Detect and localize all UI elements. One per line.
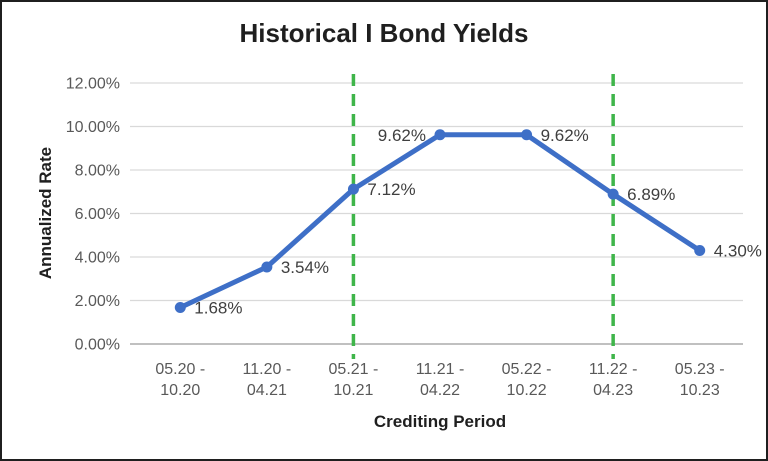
- yield-line-series: [177, 132, 703, 310]
- data-point-marker: [261, 261, 273, 273]
- y-tick-label: 10.00%: [66, 119, 120, 136]
- data-point-label: 7.12%: [367, 180, 415, 199]
- x-tick-label: 05.22 -10.22: [502, 361, 552, 399]
- x-axis-title: Crediting Period: [373, 412, 507, 431]
- data-point-label: 4.30%: [714, 241, 762, 260]
- chart-title: Historical I Bond Yields: [239, 18, 529, 48]
- data-point-marker: [174, 301, 186, 313]
- data-point-marker: [434, 129, 446, 141]
- x-tick-label: 11.20 -04.21: [243, 361, 292, 399]
- data-point-marker: [347, 183, 359, 195]
- y-tick-label: 8.00%: [75, 163, 120, 180]
- y-tick-label: 6.00%: [75, 206, 120, 223]
- x-tick-label: 05.21 -10.21: [329, 361, 379, 399]
- y-tick-label: 0.00%: [75, 337, 120, 354]
- y-tick-label: 4.00%: [75, 250, 120, 267]
- x-tick-label: 05.20 -10.20: [155, 361, 205, 399]
- data-point-label: 1.68%: [194, 298, 242, 317]
- x-tick-label: 11.21 -04.22: [416, 361, 465, 399]
- data-point-label: 9.62%: [541, 126, 589, 145]
- data-point-label: 3.54%: [281, 258, 329, 277]
- y-tick-label: 2.00%: [75, 293, 120, 310]
- x-tick-label: 11.22 -04.23: [589, 361, 638, 399]
- data-point-marker: [521, 129, 533, 141]
- y-tick-label: 12.00%: [66, 76, 120, 93]
- data-point-marker: [607, 188, 619, 200]
- data-point-label: 6.89%: [627, 185, 675, 204]
- data-point-marker: [694, 244, 706, 256]
- x-tick-label: 05.23 -10.23: [675, 361, 725, 399]
- data-point-label: 9.62%: [378, 126, 426, 145]
